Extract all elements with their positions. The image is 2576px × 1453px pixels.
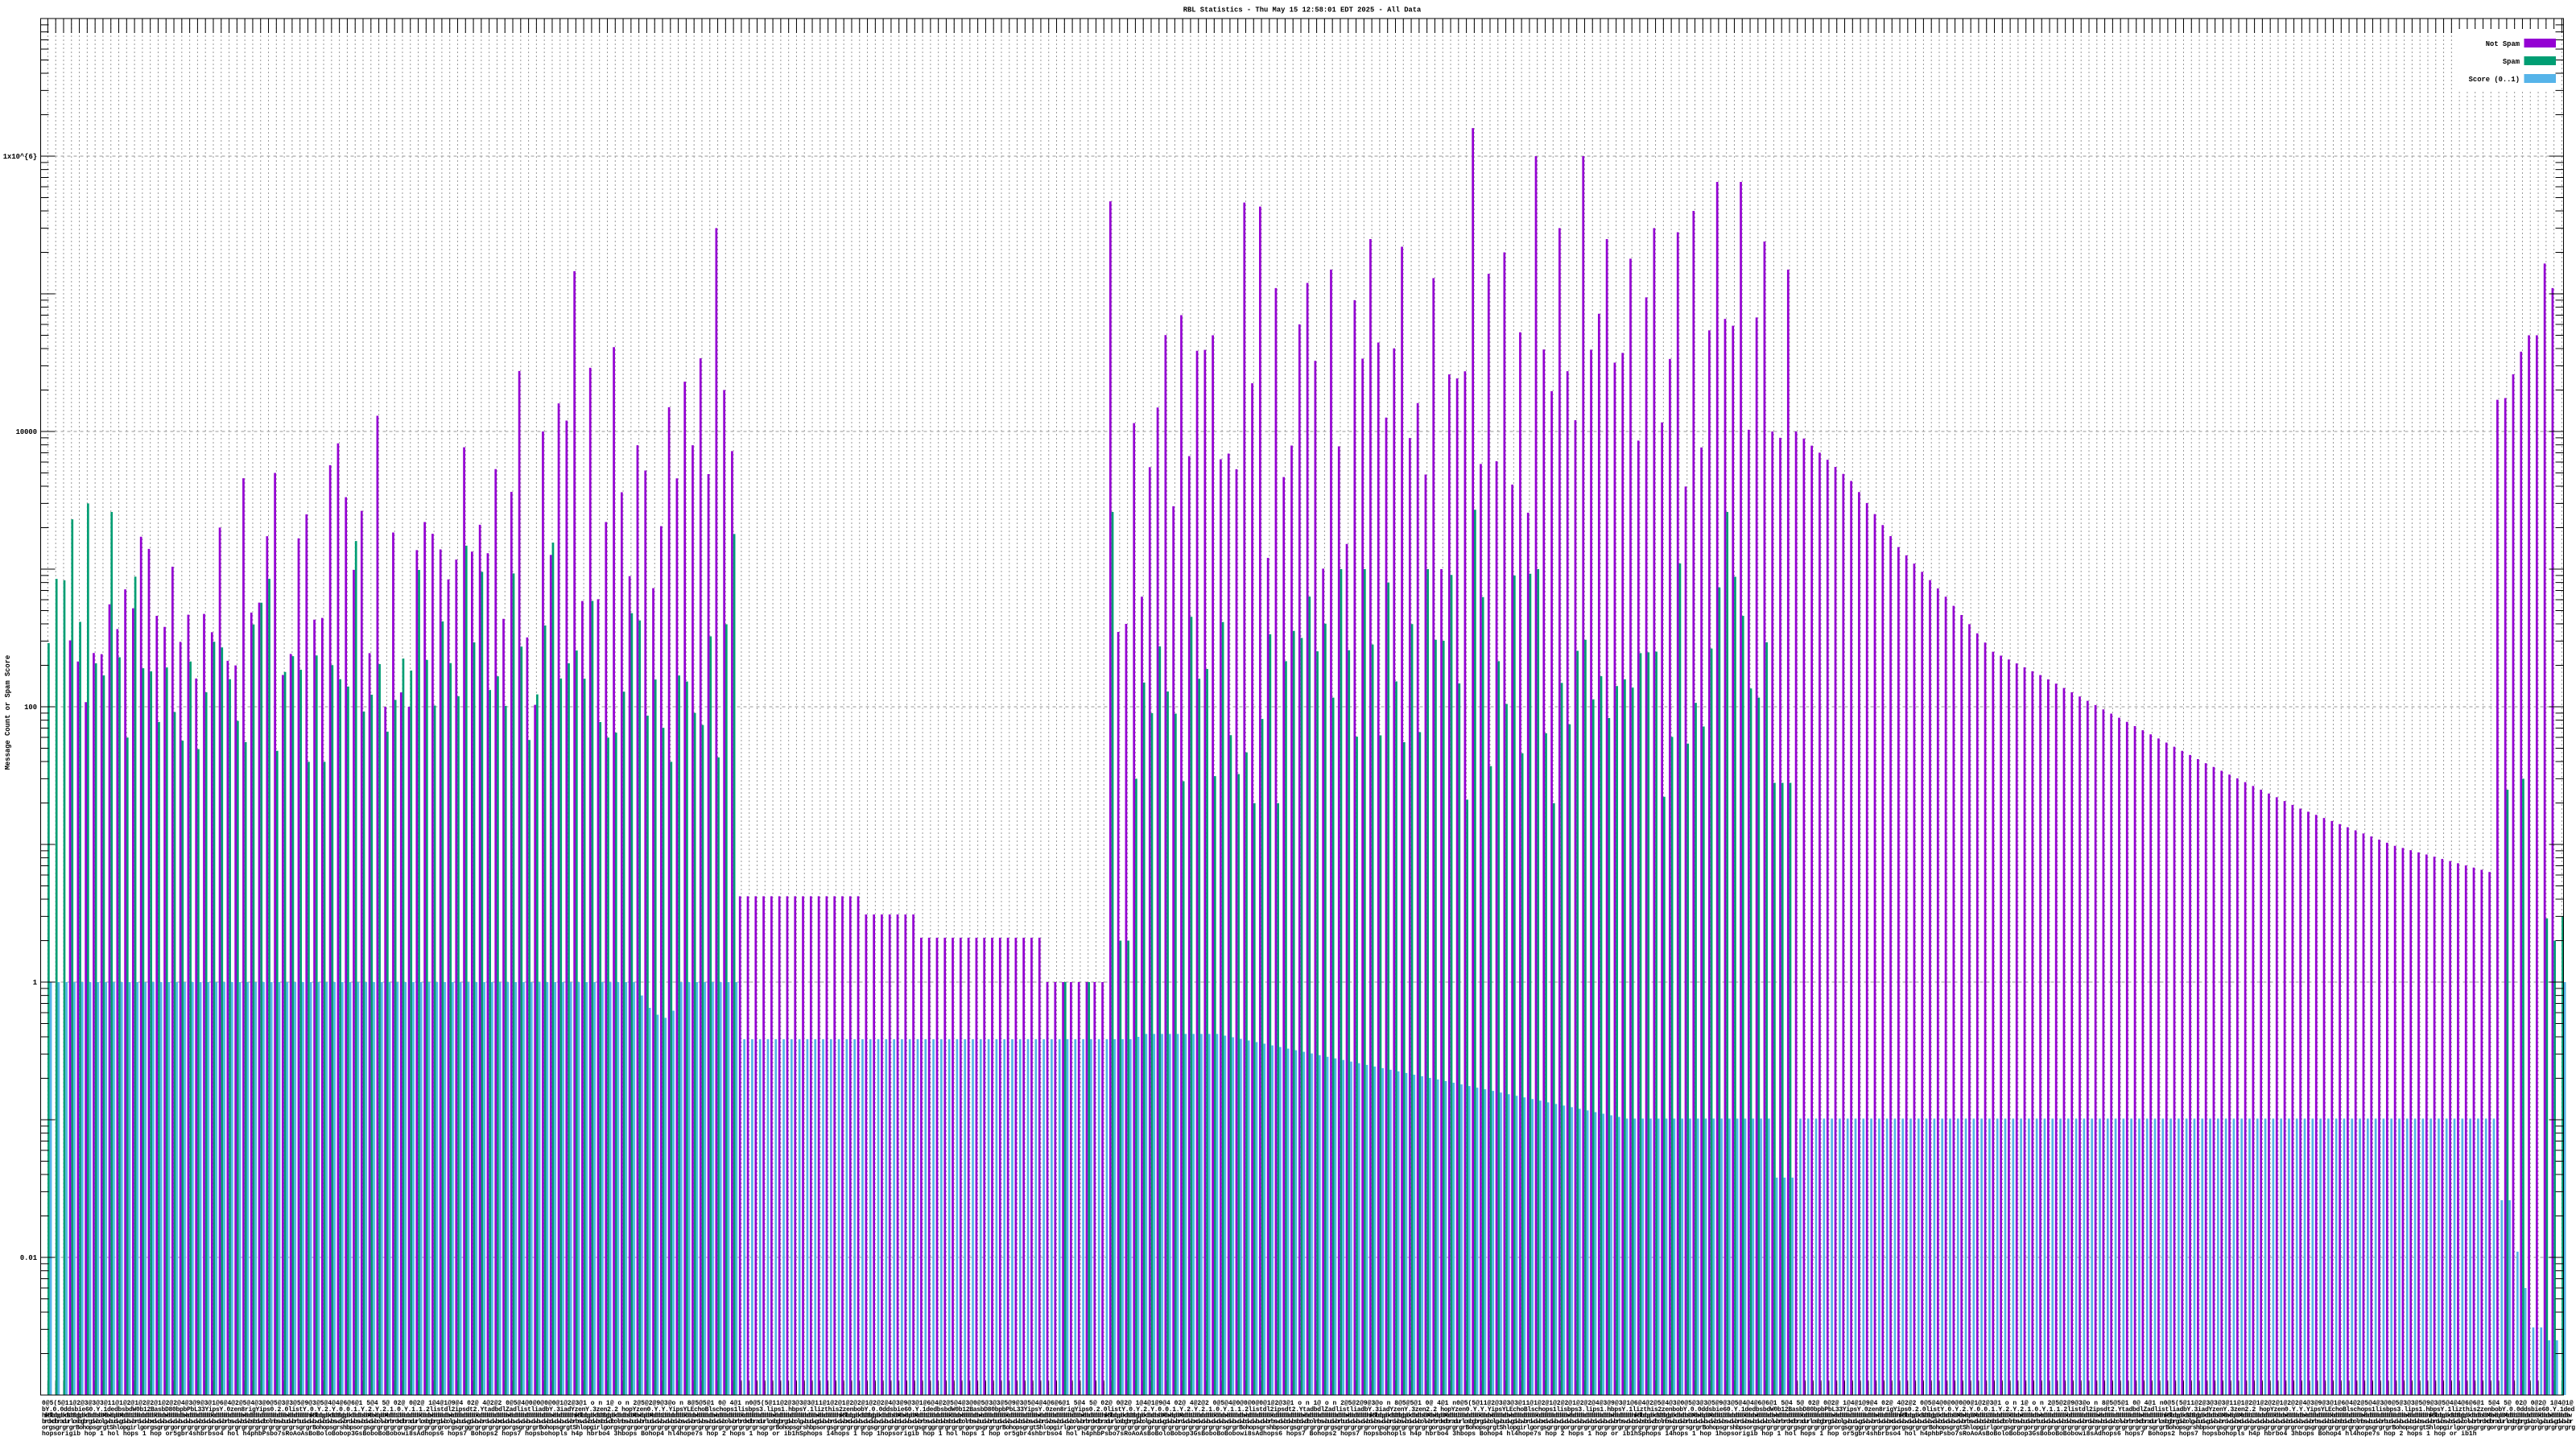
- svg-text:1x10^{6}: 1x10^{6}: [3, 153, 37, 161]
- svg-text:1: 1: [33, 979, 37, 987]
- svg-text:brdxdbradurlosbgbrgdwbolgwbudw: brdxdbradurlosbgbrgdwbolgwbudwgdwbwbrdwd…: [42, 1418, 2574, 1426]
- svg-text:10000: 10000: [16, 428, 37, 436]
- svg-text:RBL Statistics - Thu May 15 12: RBL Statistics - Thu May 15 12:58:01 EDT…: [1183, 6, 1422, 14]
- svg-text:0@5(5@11@2@3@3@3@11@1@2@1@2@2@: 0@5(5@11@2@3@3@3@11@1@2@1@2@2@1@2@2@4@3@…: [42, 1400, 2574, 1407]
- svg-text:hikBlbdbppbkdBdbBbgbpbkdbbdbbs: hikBlbdbppbkdBdbBbgbpbkdbbdbbsbbMbbwbbpb…: [42, 1413, 2572, 1420]
- svg-text:Not Spam: Not Spam: [2486, 40, 2520, 48]
- svg-text:Spam: Spam: [2503, 58, 2520, 66]
- svg-text:Score (0..1): Score (0..1): [2469, 76, 2520, 84]
- svg-text:orgsgrgrgrBohopsgrgtShlopgirlg: orgsgrgrgrBohopsgrgtShlopgirlgorgsgrgrgo…: [42, 1425, 2575, 1432]
- svg-text:Message Count or Spam Score: Message Count or Spam Score: [4, 655, 12, 770]
- svg-text:0.01: 0.01: [20, 1254, 37, 1262]
- svg-text:bY.0.0ddsbie60.Y.1dedbsbdW0b12: bY.0.0ddsbie60.Y.1dedbsbdW0b12BasbD80bpb…: [42, 1406, 2575, 1414]
- svg-text:100: 100: [24, 704, 37, 712]
- svg-text:hopsorigib hop 1 hol hops 1: hopsorigib hop 1 hol hops 1 hop or5gbr4s…: [42, 1430, 2477, 1438]
